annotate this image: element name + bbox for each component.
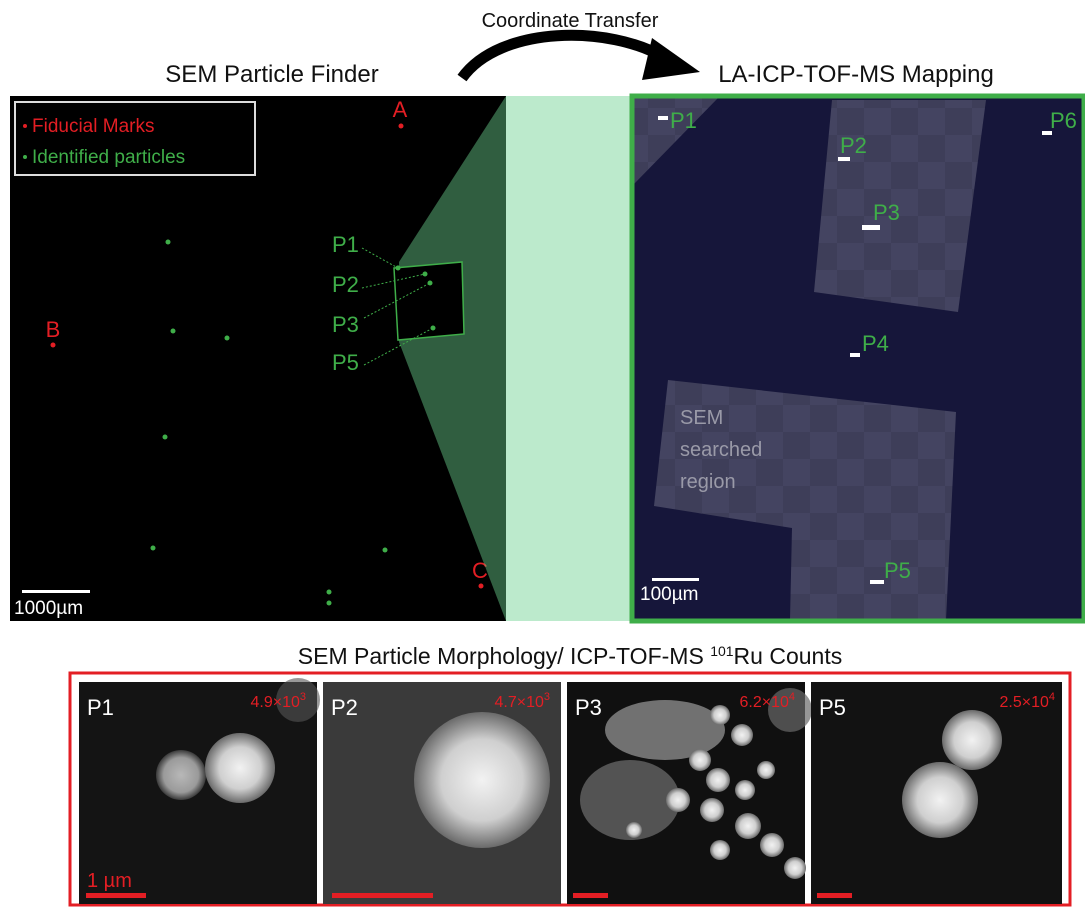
sem-scale-label: 1000µm: [14, 598, 83, 619]
fiducial-c-label: C: [472, 558, 488, 583]
la-scale-bar: [652, 578, 699, 581]
morph-scale-label: 1 µm: [87, 870, 132, 892]
la-searched-patch: [814, 100, 986, 312]
transfer-arrow-shaft: [457, 29, 668, 82]
la-label-p6: P6: [1050, 108, 1077, 133]
callout-p1: P1: [332, 232, 359, 257]
morph-scale-bar: [86, 893, 146, 898]
legend-fiducial-dot: [23, 124, 27, 128]
morph-scale-bar: [817, 893, 852, 898]
sem-panel: [10, 96, 506, 621]
la-searched-region: [654, 380, 956, 620]
sem-legend-box: [14, 101, 256, 176]
particle-dot: [382, 547, 388, 553]
particle-dot: [427, 280, 433, 286]
morph-panel-p1: P1 4.9×103 1 µm: [79, 678, 320, 904]
la-scale-label: 100µm: [640, 584, 698, 605]
morph-label: P2: [331, 695, 358, 720]
morph-scale-bar: [573, 893, 608, 898]
hotspot: [1042, 131, 1052, 135]
morph-label: P3: [575, 695, 602, 720]
morph-counts: 2.5×104: [999, 691, 1055, 711]
morph-panel-p2: P2 4.7×103: [323, 682, 561, 904]
transfer-arrow-head: [642, 38, 700, 80]
legend-fiducial-label: Fiducial Marks: [32, 116, 154, 137]
particle-dot: [170, 328, 176, 334]
la-map-border: [629, 93, 1085, 624]
zoom-wedge: [399, 96, 632, 621]
callout-p2: P2: [332, 272, 359, 297]
particle-dot: [430, 325, 436, 331]
particle-dot: [150, 545, 156, 551]
region-label-line1: SEM: [680, 407, 723, 429]
sem-title: SEM Particle Finder: [165, 61, 378, 88]
fiducial-b-dot: [50, 342, 56, 348]
sem-scale-bar: [22, 590, 90, 593]
legend-identified-label: Identified particles: [32, 147, 185, 168]
morph-counts: 6.2×104: [739, 691, 795, 711]
la-label-p2: P2: [840, 133, 867, 158]
la-label-p4: P4: [862, 331, 889, 356]
legend-identified-dot: [23, 155, 27, 159]
hotspot: [870, 580, 884, 584]
la-label-p1: P1: [670, 108, 697, 133]
transfer-label: Coordinate Transfer: [482, 10, 659, 32]
la-label-p5: P5: [884, 558, 911, 583]
morph-label: P1: [87, 695, 114, 720]
la-hotspots: [658, 116, 1052, 584]
particle-dot: [326, 600, 332, 606]
la-title: LA-ICP-TOF-MS Mapping: [718, 61, 994, 88]
fiducial-c-dot: [478, 583, 484, 589]
particle-dot: [224, 335, 230, 341]
hotspot: [862, 225, 880, 230]
morph-title: SEM Particle Morphology/ ICP-TOF-MS 101R…: [298, 643, 842, 669]
morph-panel-p3: P3 6.2×104: [567, 682, 812, 904]
particle-dot: [165, 239, 171, 245]
la-label-p3: P3: [873, 200, 900, 225]
callout-p5: P5: [332, 350, 359, 375]
hotspot: [658, 116, 668, 120]
fiducial-a-label: A: [393, 97, 408, 122]
callout-lines: [361, 247, 434, 366]
particle-dot: [326, 589, 332, 595]
morph-scale-bar: [332, 893, 433, 898]
morph-counts: 4.9×103: [250, 691, 306, 711]
morph-counts: 4.7×103: [494, 691, 550, 711]
morph-panel-p5: P5 2.5×104: [811, 682, 1062, 904]
region-label-line3: region: [680, 471, 736, 493]
callout-p3: P3: [332, 312, 359, 337]
morph-frame: [68, 671, 1072, 907]
fiducial-b-label: B: [46, 317, 61, 342]
hotspot: [838, 157, 850, 161]
zoom-box: [393, 261, 465, 341]
hotspot: [850, 353, 860, 357]
region-label-line2: searched: [680, 439, 762, 461]
morph-label: P5: [819, 695, 846, 720]
la-searched-patch: [634, 98, 718, 184]
particle-dot: [162, 434, 168, 440]
fiducial-a-dot: [398, 123, 404, 129]
